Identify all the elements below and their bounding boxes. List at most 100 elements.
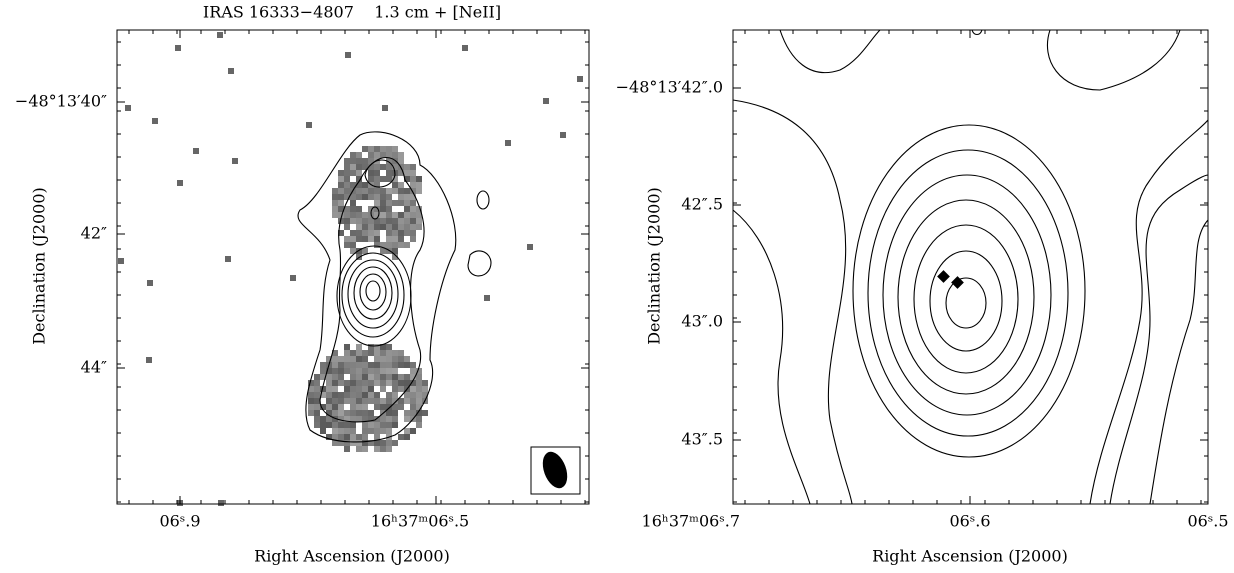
pixel	[392, 182, 398, 188]
pixel	[350, 428, 356, 434]
pixel	[344, 410, 350, 416]
pixel	[326, 434, 332, 440]
pixel	[338, 356, 344, 362]
pixel	[392, 368, 398, 374]
pixel	[386, 176, 392, 182]
pixel	[392, 410, 398, 416]
pixel	[362, 194, 368, 200]
pixel	[362, 386, 368, 392]
pixel	[392, 386, 398, 392]
pixel	[380, 218, 386, 224]
pixel	[368, 386, 374, 392]
pixel	[344, 362, 350, 368]
pixel	[380, 212, 386, 218]
pixel	[356, 380, 362, 386]
pixel	[350, 374, 356, 380]
pixel	[386, 362, 392, 368]
pixel	[392, 248, 398, 254]
pixel	[380, 446, 386, 452]
pixel	[362, 350, 368, 356]
pixel	[326, 422, 332, 428]
pixel	[392, 218, 398, 224]
pixel	[374, 380, 380, 386]
pixel	[326, 392, 332, 398]
pixel	[350, 434, 356, 440]
pixel	[398, 398, 404, 404]
pixel	[398, 158, 404, 164]
pixel	[484, 295, 490, 301]
pixel	[350, 230, 356, 236]
pixel	[368, 218, 374, 224]
pixel	[404, 212, 410, 218]
pixel	[368, 362, 374, 368]
pixel	[332, 410, 338, 416]
pixel	[338, 422, 344, 428]
pixel	[386, 158, 392, 164]
y-tick-label: 43″.5	[681, 430, 723, 449]
pixel	[356, 398, 362, 404]
pixel	[338, 416, 344, 422]
pixel	[398, 230, 404, 236]
pixel	[374, 194, 380, 200]
pixel	[350, 440, 356, 446]
y-tick-label: −48°13′42″.0	[616, 78, 723, 97]
pixel	[380, 404, 386, 410]
pixel	[404, 200, 410, 206]
pixel	[356, 212, 362, 218]
pixel	[326, 404, 332, 410]
pixel	[392, 152, 398, 158]
pixel	[416, 422, 422, 428]
pixel	[380, 422, 386, 428]
pixel	[374, 440, 380, 446]
pixel	[416, 398, 422, 404]
pixel	[332, 356, 338, 362]
pixel	[356, 236, 362, 242]
pixel	[332, 380, 338, 386]
pixel	[356, 362, 362, 368]
pixel	[368, 350, 374, 356]
pixel	[386, 248, 392, 254]
pixel	[368, 440, 374, 446]
pixel	[344, 440, 350, 446]
pixel	[392, 254, 398, 260]
pixel	[386, 164, 392, 170]
pixel	[404, 374, 410, 380]
pixel	[398, 218, 404, 224]
pixel	[380, 206, 386, 212]
pixel	[177, 180, 183, 186]
pixel	[350, 236, 356, 242]
pixel	[368, 170, 374, 176]
pixel	[392, 398, 398, 404]
pixel	[314, 386, 320, 392]
x-tick-label: 06ˢ.5	[1187, 512, 1228, 531]
pixel	[410, 218, 416, 224]
pixel	[344, 368, 350, 374]
neii-emission	[118, 32, 583, 506]
pixel	[362, 146, 368, 152]
pixel	[392, 236, 398, 242]
pixel	[332, 188, 338, 194]
pixel	[338, 194, 344, 200]
pixel	[422, 410, 428, 416]
pixel	[344, 356, 350, 362]
pixel	[380, 398, 386, 404]
pixel	[218, 500, 224, 506]
pixel	[392, 440, 398, 446]
pixel	[462, 45, 468, 51]
pixel	[374, 152, 380, 158]
pixel	[416, 368, 422, 374]
pixel	[356, 374, 362, 380]
pixel	[356, 392, 362, 398]
pixel	[368, 176, 374, 182]
pixel	[398, 224, 404, 230]
pixel	[380, 428, 386, 434]
pixel	[386, 146, 392, 152]
pixel	[350, 392, 356, 398]
pixel	[362, 440, 368, 446]
pixel	[344, 224, 350, 230]
pixel	[362, 422, 368, 428]
pixel	[386, 374, 392, 380]
pixel	[362, 392, 368, 398]
pixel	[368, 392, 374, 398]
